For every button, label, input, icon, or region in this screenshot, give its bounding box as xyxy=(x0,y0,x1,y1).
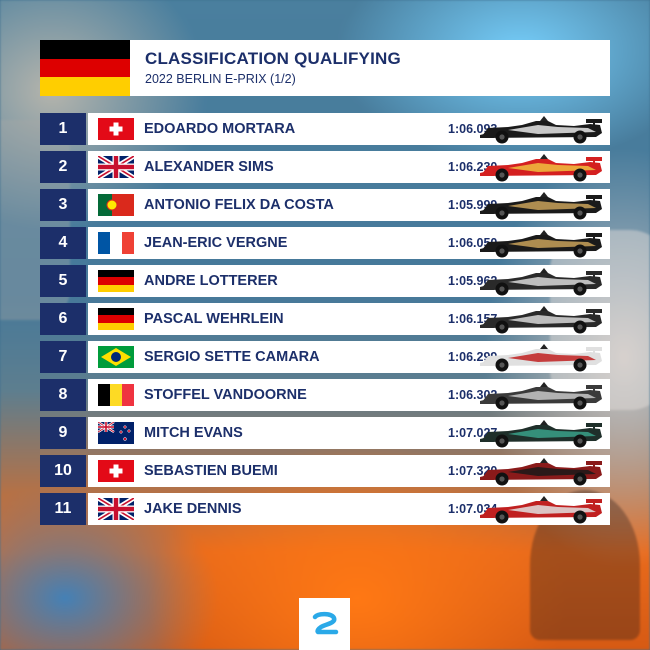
portugal-flag-icon xyxy=(98,194,134,216)
classification-row: 9 MITCH EVANS 1:07.027 xyxy=(40,417,610,449)
classification-row: 11 JAKE DENNIS 1:07.034 xyxy=(40,493,610,525)
germany-flag-icon xyxy=(98,270,134,292)
classification-row: 6 PASCAL WEHRLEIN 1:06.157 xyxy=(40,303,610,335)
driver-name: STOFFEL VANDOORNE xyxy=(144,387,307,403)
classification-row: 4 JEAN-ERIC VERGNE 1:06.050 xyxy=(40,227,610,259)
france-flag-icon xyxy=(98,232,134,254)
classification-row: 5 ANDRE LOTTERER 1:05.962 xyxy=(40,265,610,297)
driver-entry: EDOARDO MORTARA 1:06.093 xyxy=(88,113,610,145)
driver-name: MITCH EVANS xyxy=(144,425,243,441)
driver-name: SERGIO SETTE CAMARA xyxy=(144,349,320,365)
driver-entry: ANTONIO FELIX DA COSTA 1:05.999 xyxy=(88,189,610,221)
race-car-icon xyxy=(478,457,606,487)
race-car-icon xyxy=(478,191,606,221)
driver-entry: STOFFEL VANDOORNE 1:06.302 xyxy=(88,379,610,411)
position-number: 9 xyxy=(40,417,86,449)
classification-row: 7 SERGIO SETTE CAMARA 1:06.299 xyxy=(40,341,610,373)
race-car-icon xyxy=(478,343,606,373)
driver-entry: ALEXANDER SIMS 1:06.230 xyxy=(88,151,610,183)
classification-list: 1 EDOARDO MORTARA 1:06.093 2 ALEXANDER SIMS 1… xyxy=(40,113,610,531)
driver-name: JEAN-ERIC VERGNE xyxy=(144,235,288,251)
driver-entry: MITCH EVANS 1:07.027 xyxy=(88,417,610,449)
driver-name: ANTONIO FELIX DA COSTA xyxy=(144,197,334,213)
driver-name: SEBASTIEN BUEMI xyxy=(144,463,278,479)
header: CLASSIFICATION QUALIFYING 2022 BERLIN E-… xyxy=(40,40,610,97)
classification-row: 10 SEBASTIEN BUEMI 1:07.320 xyxy=(40,455,610,487)
driver-name: EDOARDO MORTARA xyxy=(144,121,296,137)
position-number: 1 xyxy=(40,113,86,145)
position-number: 5 xyxy=(40,265,86,297)
position-number: 10 xyxy=(40,455,86,487)
race-car-icon xyxy=(478,229,606,259)
race-car-icon xyxy=(478,419,606,449)
classification-row: 8 STOFFEL VANDOORNE 1:06.302 xyxy=(40,379,610,411)
position-number: 6 xyxy=(40,303,86,335)
position-number: 4 xyxy=(40,227,86,259)
formula-e-logo-icon xyxy=(299,598,350,650)
race-car-icon xyxy=(478,267,606,297)
classification-row: 2 ALEXANDER SIMS 1:06.230 xyxy=(40,151,610,183)
brazil-flag-icon xyxy=(98,346,134,368)
race-car-icon xyxy=(478,495,606,525)
race-car-icon xyxy=(478,153,606,183)
page-subtitle: 2022 BERLIN E-PRIX (1/2) xyxy=(145,72,296,86)
driver-entry: ANDRE LOTTERER 1:05.962 xyxy=(88,265,610,297)
driver-entry: SEBASTIEN BUEMI 1:07.320 xyxy=(88,455,610,487)
switzerland-flag-icon xyxy=(98,460,134,482)
position-number: 3 xyxy=(40,189,86,221)
race-car-icon xyxy=(478,305,606,335)
belgium-flag-icon xyxy=(98,384,134,406)
germany-flag-icon xyxy=(40,40,130,97)
driver-entry: SERGIO SETTE CAMARA 1:06.299 xyxy=(88,341,610,373)
germany-flag-icon xyxy=(98,308,134,330)
uk-flag-icon xyxy=(98,498,134,520)
driver-name: ALEXANDER SIMS xyxy=(144,159,274,175)
position-number: 7 xyxy=(40,341,86,373)
driver-name: ANDRE LOTTERER xyxy=(144,273,278,289)
switzerland-flag-icon xyxy=(98,118,134,140)
driver-name: JAKE DENNIS xyxy=(144,501,242,517)
page-title: CLASSIFICATION QUALIFYING xyxy=(145,49,401,68)
position-number: 11 xyxy=(40,493,86,525)
classification-row: 1 EDOARDO MORTARA 1:06.093 xyxy=(40,113,610,145)
driver-entry: JAKE DENNIS 1:07.034 xyxy=(88,493,610,525)
uk-flag-icon xyxy=(98,156,134,178)
header-text: CLASSIFICATION QUALIFYING 2022 BERLIN E-… xyxy=(130,40,610,96)
position-number: 2 xyxy=(40,151,86,183)
position-number: 8 xyxy=(40,379,86,411)
race-car-icon xyxy=(478,381,606,411)
driver-entry: PASCAL WEHRLEIN 1:06.157 xyxy=(88,303,610,335)
driver-entry: JEAN-ERIC VERGNE 1:06.050 xyxy=(88,227,610,259)
new-zealand-flag-icon xyxy=(98,422,134,444)
driver-name: PASCAL WEHRLEIN xyxy=(144,311,284,327)
race-car-icon xyxy=(478,115,606,145)
classification-row: 3 ANTONIO FELIX DA COSTA 1:05.999 xyxy=(40,189,610,221)
